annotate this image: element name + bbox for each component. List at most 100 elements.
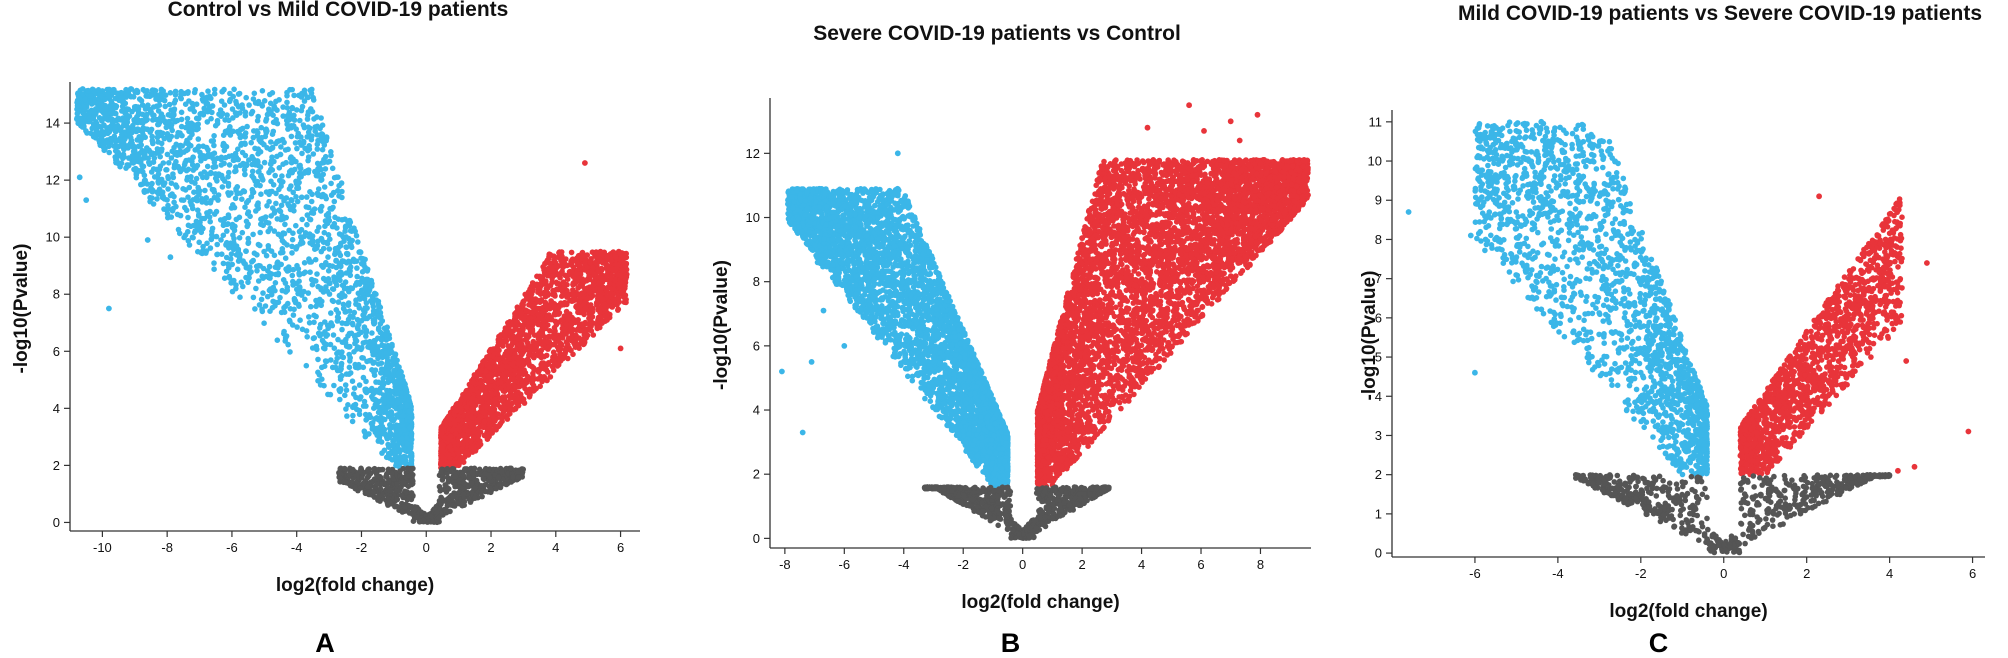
point-down [233,98,239,105]
point-down [276,186,282,193]
point-down [264,293,271,300]
point-down [385,358,391,364]
point-down [346,308,353,314]
point-up [561,299,568,306]
point-down [354,324,361,331]
point-up [475,416,482,423]
point-down [287,349,293,355]
point-down [218,154,225,161]
point-down [349,237,356,244]
point-down [229,221,236,228]
point-down [298,94,305,100]
point-down [209,225,216,232]
point-up [535,331,542,338]
point-down [229,261,235,268]
point-up [503,363,510,370]
point-up-outlier [591,271,598,278]
point-down [378,380,385,387]
point-down [299,194,305,201]
point-down [323,135,330,141]
point-down [337,269,344,276]
point-down [310,210,317,216]
point-down [270,182,277,188]
point-up [535,321,542,328]
point-down [360,340,367,346]
point-down [138,142,144,148]
point-down [303,328,310,334]
point-down [223,242,229,248]
point-up [557,335,563,341]
point-down [329,322,336,329]
point-down [191,89,198,96]
point-down [226,117,232,124]
point-down [248,139,254,146]
point-down [208,115,214,122]
point-down [211,260,217,266]
point-down [258,296,265,303]
point-up [542,290,548,297]
point-down [352,336,359,343]
point-down [370,396,376,402]
point-down [148,91,154,97]
point-down [284,268,291,274]
point-down [372,402,379,408]
point-up [512,384,519,391]
point-down [256,168,262,175]
point-up [515,396,521,403]
point-down [406,408,412,415]
point-down [211,91,218,97]
point-up [446,452,452,458]
point-down [253,285,259,292]
point-down [320,159,327,166]
point-up [476,443,482,450]
point-down [302,296,308,303]
point-down [154,196,160,202]
point-down [190,167,197,173]
point-down [156,186,163,192]
point-down [211,133,217,139]
point-up [465,428,472,434]
point-down [344,320,351,327]
point-up [497,385,504,391]
point-down [241,166,248,173]
point-down [113,159,119,166]
point-down [257,182,263,189]
point-down [282,221,288,228]
point-up [586,320,593,327]
point-down [284,93,290,99]
point-down [299,150,305,157]
point-up [480,424,487,431]
point-down [351,349,357,355]
point-down [361,315,368,321]
point-up [560,291,567,298]
point-down [326,279,332,286]
point-down [333,307,340,313]
point-down [318,115,324,121]
point-down [293,222,299,229]
point-down [81,111,87,117]
point-up [521,317,527,324]
point-down [401,426,408,433]
point-up [502,339,509,345]
point-down [175,163,181,170]
point-down [173,203,179,210]
point-down [308,90,315,97]
point-down-outlier [106,305,112,312]
point-down [164,151,171,158]
point-down [328,180,334,187]
panel-a: Control vs Mild COVID-19 patients-10 -8 -6… [11,0,640,658]
point-down [168,180,175,186]
point-down [362,386,368,393]
point-up [498,379,504,386]
point-down [345,302,352,309]
point-down [176,230,183,237]
point-down [226,192,232,198]
point-down-outlier [76,174,83,181]
point-down [375,344,381,350]
point-down [360,355,367,361]
point-down [245,279,251,286]
point-down [406,397,412,403]
point-down [303,362,310,369]
point-down [385,376,392,383]
point-down [368,420,375,427]
